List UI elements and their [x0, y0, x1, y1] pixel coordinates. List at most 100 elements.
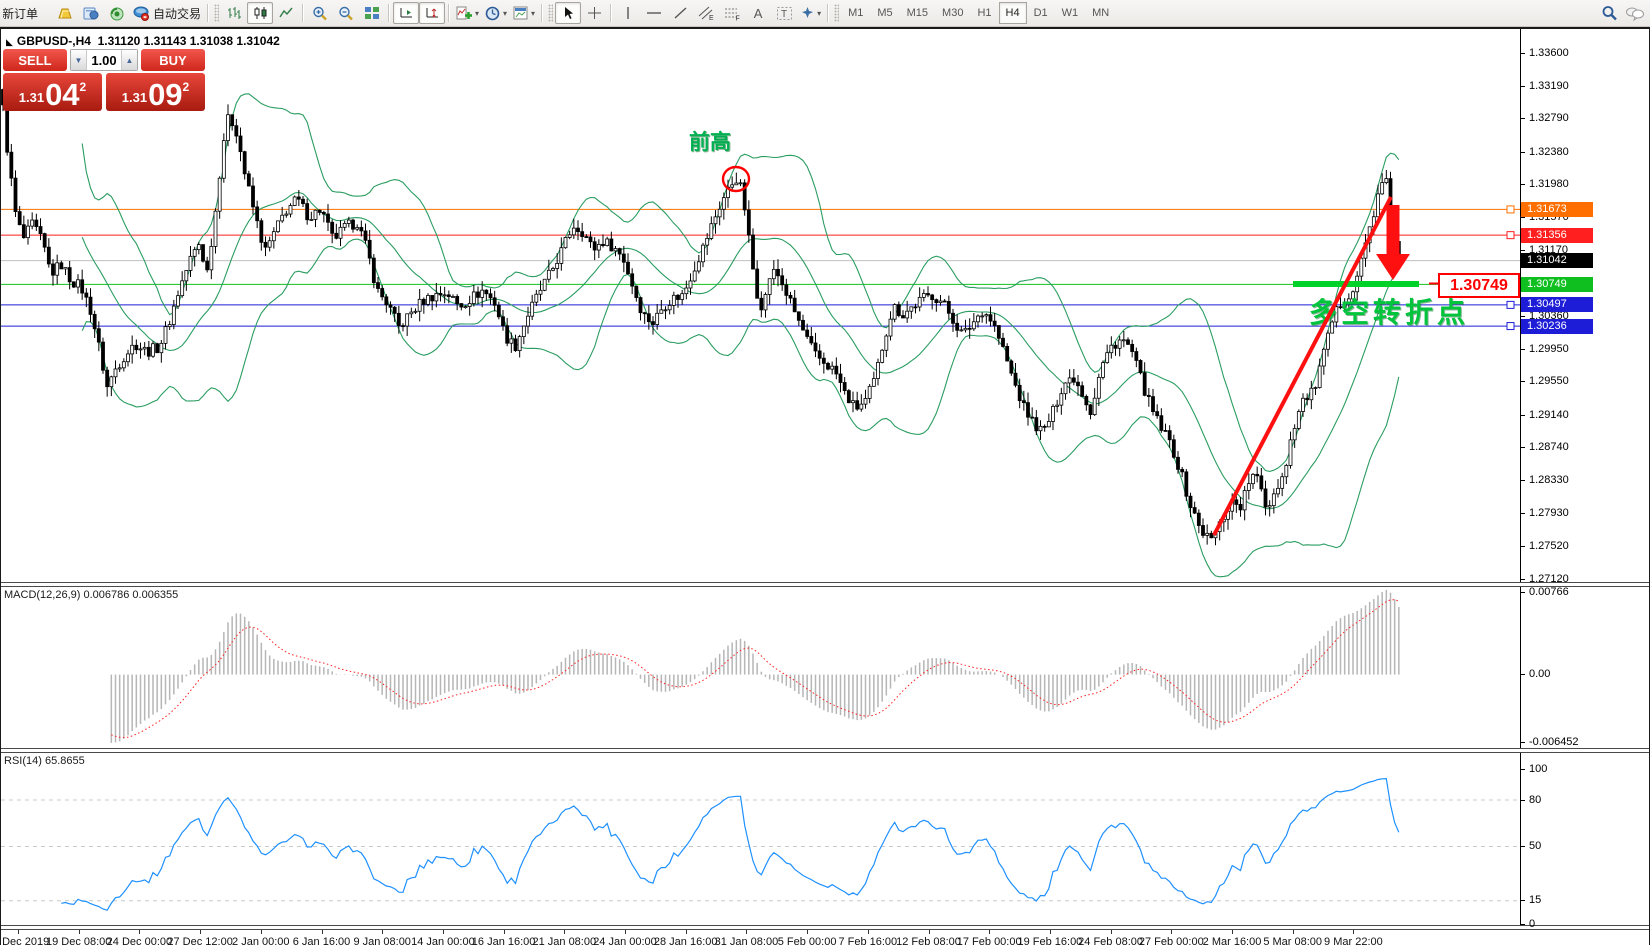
buy-price-display[interactable]: 1.31 09 2	[106, 73, 205, 111]
time-label: 2 Jan 00:00	[232, 936, 290, 945]
timeframe-m30[interactable]: M30	[942, 7, 964, 19]
buy-price-small: 1.31	[121, 90, 148, 105]
indicators-icon[interactable]: ▾	[453, 2, 482, 24]
tick-mark	[1521, 414, 1525, 416]
time-tick-mark	[18, 930, 19, 934]
time-label: 28 Jan 16:00	[653, 936, 718, 945]
line-anchor-square[interactable]	[1506, 231, 1515, 240]
tick-mark	[1521, 512, 1525, 514]
main-price-pane: ◣ GBPUSD-,H4 1.31120 1.31143 1.31038 1.31…	[1, 29, 1649, 584]
fibonacci-icon[interactable]: F	[719, 2, 745, 24]
metaeditor-icon[interactable]	[78, 2, 104, 24]
time-tick-mark	[382, 930, 384, 934]
sell-price-small: 1.31	[18, 90, 45, 105]
new-order-button[interactable]: 新订单	[2, 2, 52, 24]
zoom-in-icon[interactable]	[307, 2, 333, 24]
time-tick-mark	[321, 930, 323, 934]
timeframe-h1[interactable]: H1	[977, 7, 992, 19]
auto-trading-button[interactable]: 自动交易	[130, 2, 204, 24]
volume-stepper[interactable]: ▼ 1.00 ▲	[70, 49, 138, 71]
timeframe-mn[interactable]: MN	[1092, 7, 1110, 19]
signals-icon[interactable]	[104, 2, 130, 24]
toolbar-separator	[388, 4, 391, 22]
price-chart-canvas[interactable]	[1, 29, 1521, 582]
pane-separator[interactable]	[1, 925, 1649, 930]
time-tick-mark	[564, 930, 566, 934]
templates-icon[interactable]: ▾	[510, 2, 538, 24]
time-label: 9 Mar 22:00	[1324, 936, 1383, 945]
tile-windows-icon[interactable]	[359, 2, 385, 24]
toolbar-separator	[448, 4, 451, 22]
text-label-icon[interactable]: T	[771, 2, 797, 24]
line-anchor-square[interactable]	[1506, 205, 1515, 214]
volume-decrease-button[interactable]: ▼	[71, 50, 87, 70]
crosshair-icon[interactable]	[581, 2, 607, 24]
sell-price-display[interactable]: 1.31 04 2	[3, 73, 102, 111]
auto-scroll-icon[interactable]	[393, 2, 420, 24]
equidistant-channel-icon[interactable]: E	[693, 2, 719, 24]
periods-icon[interactable]: ▾	[482, 2, 510, 24]
cursor-icon[interactable]	[555, 2, 582, 24]
prev-high-annotation: 前高	[689, 131, 731, 154]
text-icon[interactable]: A	[753, 5, 763, 21]
top-toolbar: 新订单 自动交易	[0, 0, 1650, 27]
timeframe-m15[interactable]: M15	[906, 7, 929, 19]
rsi-axis[interactable]: 100 80 50 15 0	[1520, 753, 1649, 929]
macd-signal-line	[111, 599, 1399, 739]
time-tick-mark	[1292, 930, 1294, 934]
line-anchor-square[interactable]	[1506, 300, 1515, 309]
time-label: 19 Dec 08:00	[45, 936, 112, 945]
trendline-icon[interactable]	[667, 2, 693, 24]
macd-axis[interactable]: 0.00766 0.00 -0.006452	[1520, 587, 1649, 748]
candlestick-chart-icon[interactable]	[247, 2, 274, 24]
volume-value[interactable]: 1.00	[91, 52, 117, 68]
horizontal-line-icon[interactable]	[641, 2, 667, 24]
macd-chart-canvas[interactable]	[1, 587, 1521, 748]
toolbar-separator	[827, 4, 830, 22]
timeframe-d1[interactable]: D1	[1033, 7, 1048, 19]
profiles-icon[interactable]	[52, 2, 78, 24]
timeframe-m1[interactable]: M1	[848, 7, 864, 19]
time-tick-mark	[1353, 930, 1355, 934]
toolbar-separator	[610, 4, 613, 22]
timeframe-h4[interactable]: H4	[998, 2, 1027, 24]
tick-mark	[1521, 315, 1525, 317]
time-tick-mark	[78, 930, 80, 934]
price-badge: 1.31042	[1521, 253, 1593, 269]
line-chart-icon[interactable]	[273, 2, 299, 24]
rsi-chart-canvas[interactable]	[1, 753, 1521, 925]
chat-icon[interactable]	[1622, 2, 1648, 24]
time-label: 12 Feb 08:00	[896, 936, 961, 945]
price-badge: 1.31673	[1521, 201, 1593, 217]
macd-histogram	[110, 589, 1400, 743]
buy-button[interactable]: BUY	[141, 49, 205, 71]
zoom-out-icon[interactable]	[333, 2, 359, 24]
line-anchor-square[interactable]	[1506, 322, 1515, 331]
support-bar-annotation	[1293, 281, 1419, 287]
rsi-label: RSI(14) 65.8655	[4, 755, 85, 767]
sell-button[interactable]: SELL	[3, 49, 67, 71]
timeframe-m5[interactable]: M5	[877, 7, 893, 19]
vertical-line-icon[interactable]	[615, 2, 641, 24]
auto-trading-label: 自动交易	[153, 6, 202, 21]
chart-symbol-period: GBPUSD-,H4	[16, 34, 91, 48]
chart-shift-icon[interactable]	[419, 2, 446, 24]
arrows-icon[interactable]: ▾	[797, 2, 824, 24]
tick-mark	[1521, 768, 1525, 770]
tick-mark	[1521, 546, 1525, 548]
price-badge: 1.30236	[1521, 318, 1593, 334]
dropdown-arrow-icon: ▾	[817, 8, 822, 18]
pane-separator[interactable]	[1, 748, 1649, 753]
pane-separator[interactable]	[1, 582, 1649, 587]
timeframe-w1[interactable]: W1	[1061, 7, 1079, 19]
time-tick-mark	[1110, 930, 1112, 934]
search-icon[interactable]	[1596, 2, 1622, 24]
time-tick-mark	[685, 930, 687, 934]
time-label: 7 Feb 16:00	[838, 936, 898, 945]
time-tick-mark	[1049, 930, 1051, 934]
volume-increase-button[interactable]: ▲	[121, 50, 137, 70]
bar-chart-icon[interactable]	[221, 2, 247, 24]
price-callout-box: 1.30749	[1438, 273, 1520, 298]
price-axis[interactable]: 1.33600 1.33190 1.32790 1.32380 1.31980 1.315…	[1520, 29, 1649, 584]
